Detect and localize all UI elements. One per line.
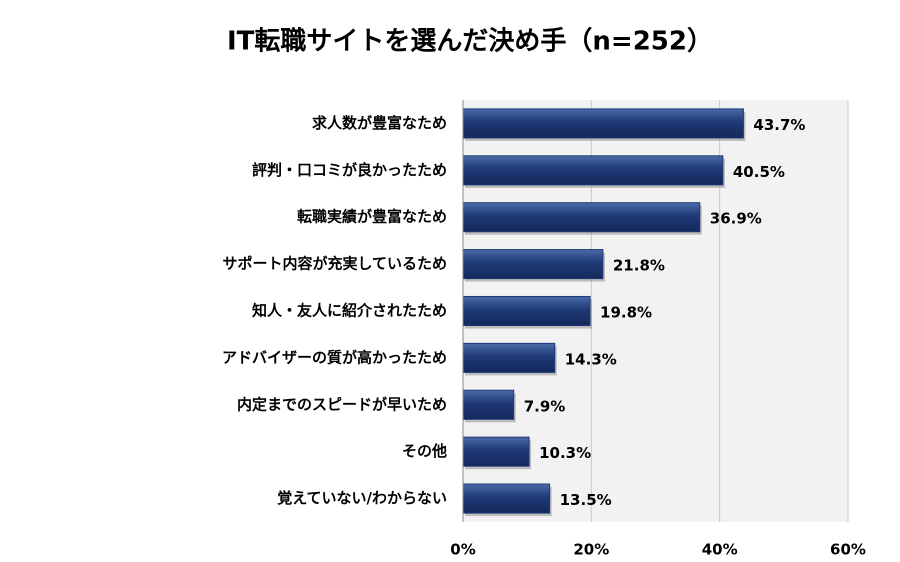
value-label: 40.5% [733,163,785,181]
bar [462,342,556,373]
y-tick-label: その他 [402,442,447,460]
value-label: 36.9% [710,210,762,228]
y-tick-label: 内定までのスピードが早いため [237,395,447,413]
bar [462,202,701,233]
bar [462,389,515,420]
value-label: 19.8% [600,304,652,322]
chart-title: IT転職サイトを選んだ決め手（n=252） [227,27,713,57]
x-tick-label: 40% [702,541,738,559]
bar [462,483,551,514]
bar [462,295,591,327]
bar [462,108,744,139]
value-label: 7.9% [524,397,566,415]
bar [462,249,604,280]
y-tick-label: 覚えていない/わからない [277,489,447,507]
y-tick-label: 転職実績が豊富なため [297,208,447,226]
x-tick-label: 60% [830,541,866,559]
x-tick-label: 0% [450,541,475,559]
value-label: 14.3% [565,350,617,368]
value-label: 43.7% [753,116,805,134]
value-label: 21.8% [613,257,665,275]
y-tick-label: 知人・友人に紹介されたため [252,302,447,320]
y-tick-label: サポート内容が充実しているため [222,255,447,273]
x-tick-label: 20% [573,541,609,559]
y-tick-label: 求人数が豊富なため [312,114,447,132]
bar [462,436,530,467]
value-label: 13.5% [560,491,612,509]
y-tick-label: 評判・口コミが良かったため [252,161,447,179]
bar [462,155,724,186]
value-label: 10.3% [539,444,591,462]
y-tick-label: アドバイザーの質が高かったため [222,348,447,366]
